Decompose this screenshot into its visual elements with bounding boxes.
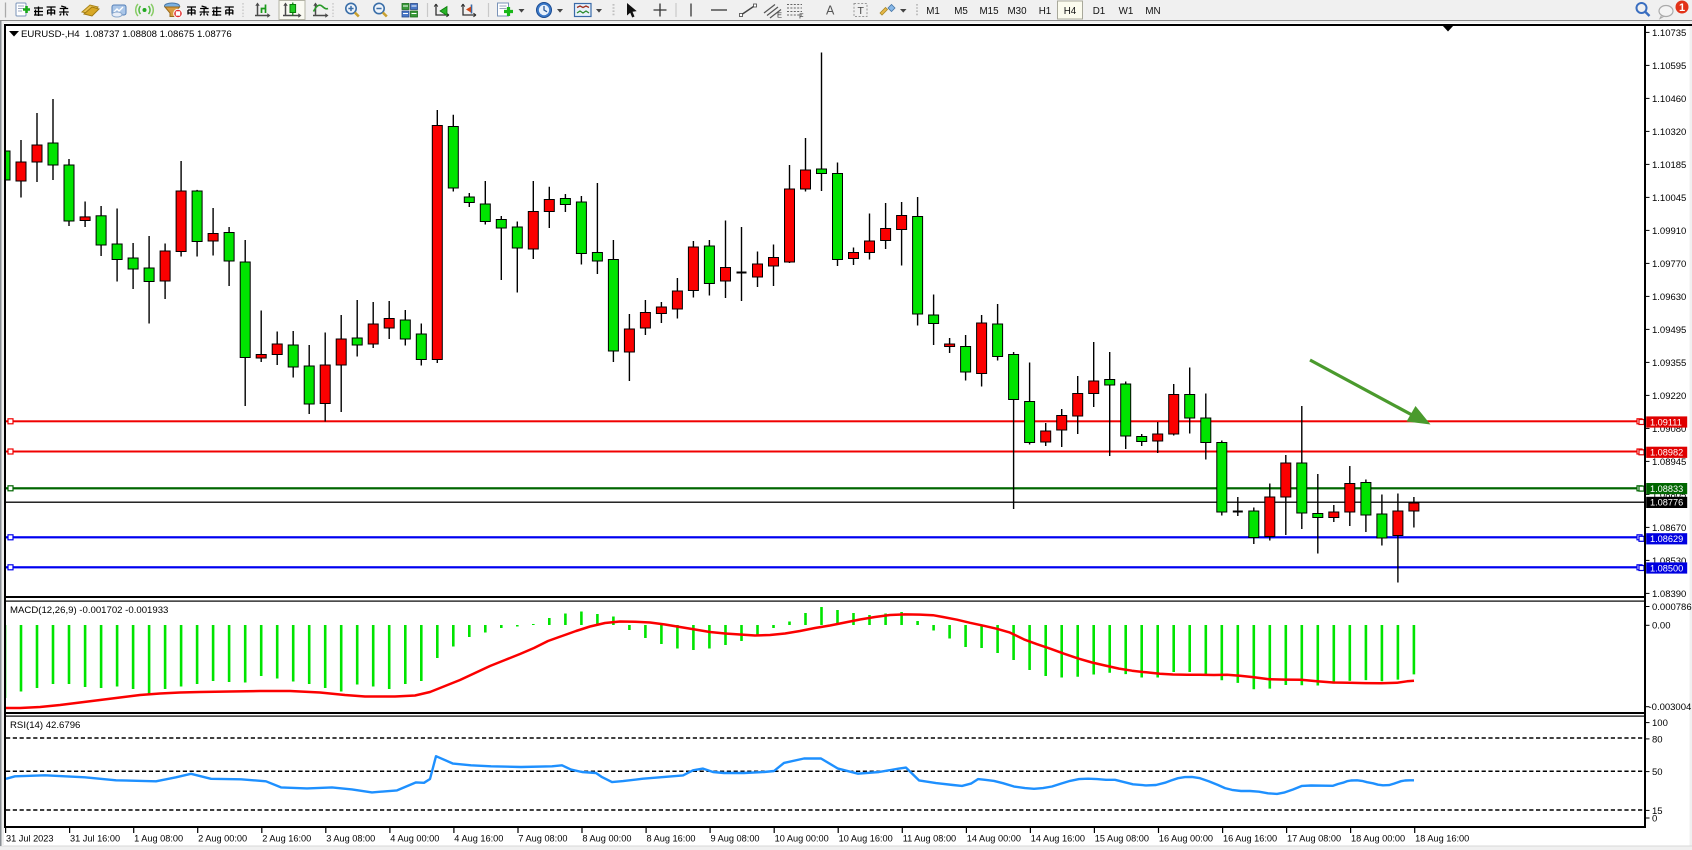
svg-text:W1: W1 bbox=[1119, 6, 1134, 17]
svg-text:1.09630: 1.09630 bbox=[1652, 292, 1686, 303]
svg-text:E: E bbox=[777, 11, 782, 20]
svg-text:15: 15 bbox=[1652, 806, 1663, 817]
svg-text:1.08530: 1.08530 bbox=[1652, 556, 1686, 567]
svg-text:1.08629: 1.08629 bbox=[1650, 534, 1683, 544]
svg-text:1.08833: 1.08833 bbox=[1650, 484, 1683, 494]
svg-text:3 Aug 08:00: 3 Aug 08:00 bbox=[326, 834, 375, 844]
svg-text:15 Aug 08:00: 15 Aug 08:00 bbox=[1095, 834, 1149, 844]
svg-text:14 Aug 00:00: 14 Aug 00:00 bbox=[967, 834, 1021, 844]
svg-text:1.08945: 1.08945 bbox=[1652, 457, 1686, 468]
svg-text:4 Aug 00:00: 4 Aug 00:00 bbox=[390, 834, 439, 844]
svg-text:1.09770: 1.09770 bbox=[1652, 259, 1686, 270]
svg-text:1.08390: 1.08390 bbox=[1652, 589, 1686, 600]
svg-text:F: F bbox=[799, 12, 804, 21]
svg-text:4 Aug 16:00: 4 Aug 16:00 bbox=[454, 834, 503, 844]
svg-text:1.09910: 1.09910 bbox=[1652, 226, 1686, 237]
svg-text:16 Aug 16:00: 16 Aug 16:00 bbox=[1223, 834, 1277, 844]
svg-text:RSI(14) 42.6796: RSI(14) 42.6796 bbox=[10, 720, 80, 731]
svg-text:11 Aug 08:00: 11 Aug 08:00 bbox=[903, 834, 956, 844]
svg-text:M1: M1 bbox=[926, 6, 940, 17]
svg-text:M30: M30 bbox=[1007, 6, 1027, 17]
svg-text:0.000786: 0.000786 bbox=[1652, 602, 1692, 613]
svg-text:10 Aug 00:00: 10 Aug 00:00 bbox=[775, 834, 829, 844]
svg-text:1.10595: 1.10595 bbox=[1652, 61, 1686, 72]
svg-text:1.08805: 1.08805 bbox=[1652, 490, 1686, 501]
svg-text:H4: H4 bbox=[1064, 6, 1077, 17]
svg-text:2 Aug 16:00: 2 Aug 16:00 bbox=[262, 834, 311, 844]
svg-text:1.09080: 1.09080 bbox=[1652, 424, 1686, 435]
svg-text:1.08500: 1.08500 bbox=[1650, 563, 1683, 573]
svg-text:1.10320: 1.10320 bbox=[1652, 127, 1686, 138]
svg-text:18 Aug 00:00: 18 Aug 00:00 bbox=[1351, 834, 1405, 844]
svg-text:1.08982: 1.08982 bbox=[1650, 448, 1683, 458]
svg-text:2 Aug 00:00: 2 Aug 00:00 bbox=[198, 834, 247, 844]
svg-text:1.10045: 1.10045 bbox=[1652, 193, 1686, 204]
svg-text:1.09355: 1.09355 bbox=[1652, 358, 1686, 369]
svg-text:1.10735: 1.10735 bbox=[1652, 28, 1686, 39]
svg-text:18 Aug 16:00: 18 Aug 16:00 bbox=[1415, 834, 1469, 844]
svg-text:14 Aug 16:00: 14 Aug 16:00 bbox=[1031, 834, 1085, 844]
svg-text:1.09220: 1.09220 bbox=[1652, 391, 1686, 402]
svg-text:31 Jul 2023: 31 Jul 2023 bbox=[6, 834, 54, 844]
svg-text:1 Aug 08:00: 1 Aug 08:00 bbox=[134, 834, 183, 844]
svg-text:T: T bbox=[858, 5, 865, 17]
svg-text:EURUSD-,H4 1.08737 1.08808 1.: EURUSD-,H4 1.08737 1.08808 1.08675 1.087… bbox=[21, 29, 232, 40]
svg-text:1.09495: 1.09495 bbox=[1652, 325, 1686, 336]
svg-text:16 Aug 00:00: 16 Aug 00:00 bbox=[1159, 834, 1213, 844]
svg-text:1.08670: 1.08670 bbox=[1652, 523, 1686, 534]
svg-text:1.08776: 1.08776 bbox=[1650, 498, 1683, 508]
svg-text:A: A bbox=[826, 4, 835, 18]
svg-text:0: 0 bbox=[1652, 813, 1657, 824]
svg-text:31 Jul 16:00: 31 Jul 16:00 bbox=[70, 834, 120, 844]
svg-text:M15: M15 bbox=[979, 6, 999, 17]
svg-text:80: 80 bbox=[1652, 734, 1663, 745]
svg-text:MN: MN bbox=[1145, 6, 1160, 17]
svg-text:MACD(12,26,9) -0.001702 -0.001: MACD(12,26,9) -0.001702 -0.001933 bbox=[10, 605, 168, 616]
svg-text:H1: H1 bbox=[1039, 6, 1052, 17]
svg-text:1.10460: 1.10460 bbox=[1652, 94, 1686, 105]
svg-text:-0.003004: -0.003004 bbox=[1649, 702, 1692, 713]
svg-text:8 Aug 00:00: 8 Aug 00:00 bbox=[582, 834, 631, 844]
svg-text:0.00: 0.00 bbox=[1652, 621, 1671, 632]
svg-text:M5: M5 bbox=[954, 6, 968, 17]
svg-text:1.10185: 1.10185 bbox=[1652, 160, 1686, 171]
svg-text:8 Aug 16:00: 8 Aug 16:00 bbox=[647, 834, 696, 844]
svg-text:100: 100 bbox=[1652, 718, 1668, 729]
svg-text:9 Aug 08:00: 9 Aug 08:00 bbox=[711, 834, 760, 844]
svg-text:7 Aug 08:00: 7 Aug 08:00 bbox=[518, 834, 567, 844]
svg-text:50: 50 bbox=[1652, 767, 1663, 778]
svg-text:D1: D1 bbox=[1093, 6, 1106, 17]
svg-text:17 Aug 08:00: 17 Aug 08:00 bbox=[1287, 834, 1341, 844]
svg-text:1.09111: 1.09111 bbox=[1650, 417, 1682, 427]
svg-text:1: 1 bbox=[1679, 2, 1685, 14]
svg-text:10 Aug 16:00: 10 Aug 16:00 bbox=[839, 834, 893, 844]
